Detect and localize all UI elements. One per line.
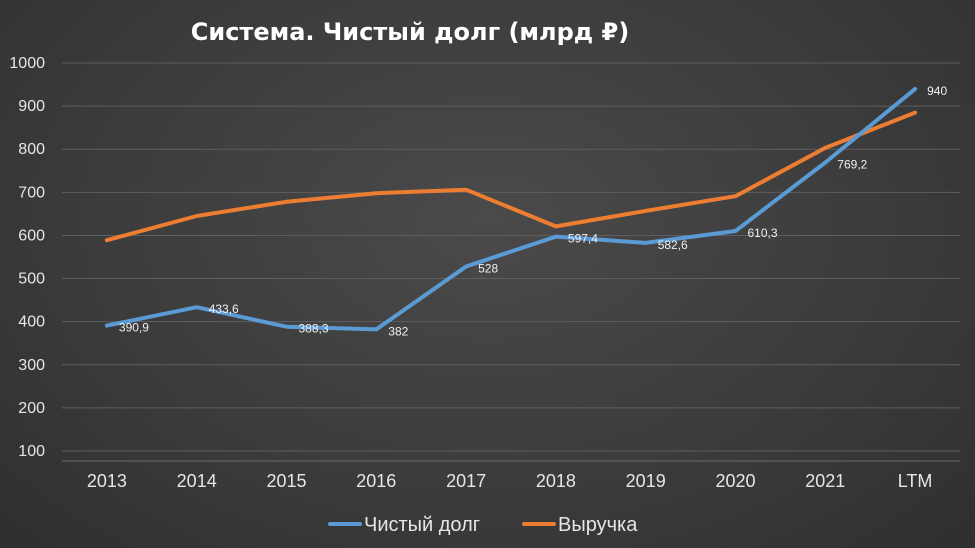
y-tick-label: 500 <box>18 271 45 288</box>
x-tick-label: 2020 <box>715 471 755 491</box>
x-tick-label: 2014 <box>177 471 217 491</box>
y-tick-label: 400 <box>18 314 45 331</box>
data-label: 433,6 <box>209 302 239 316</box>
x-tick-label: 2019 <box>626 471 666 491</box>
y-tick-label: 100 <box>18 443 45 460</box>
chart-title: Система. Чистый долг (млрд ₽) <box>191 18 629 46</box>
data-label: 940 <box>927 84 947 98</box>
data-label: 528 <box>478 261 498 275</box>
data-label: 388,3 <box>299 322 329 336</box>
x-tick-label: 2021 <box>805 471 845 491</box>
y-tick-label: 600 <box>18 227 45 244</box>
data-labels: 390,9 433,6 388,3 382 528 597,4 582,6 610,3 769,… <box>119 84 948 339</box>
series-lines <box>104 86 918 332</box>
y-tick-label: 800 <box>18 141 45 158</box>
x-tick-label: 2018 <box>536 471 576 491</box>
data-label: 769,2 <box>837 158 867 172</box>
y-tick-label: 300 <box>18 357 45 374</box>
legend: Чистый долг Выручка <box>328 514 638 536</box>
y-tick-label: 200 <box>18 400 45 417</box>
y-tick-label: 1000 <box>9 55 45 72</box>
legend-label: Чистый долг <box>364 514 480 536</box>
data-label: 382 <box>388 324 408 338</box>
x-tick-label: 2015 <box>266 471 306 491</box>
x-axis: 2013 2014 2015 2016 2017 2018 2019 2020 2021 LTM <box>87 471 933 491</box>
data-label: 610,3 <box>748 226 778 240</box>
x-tick-label: LTM <box>898 471 933 491</box>
series-line-0 <box>104 86 918 332</box>
y-axis: 100 200 300 400 500 600 700 800 900 1000 <box>9 55 45 460</box>
x-tick-label: 2017 <box>446 471 486 491</box>
x-tick-label: 2016 <box>356 471 396 491</box>
data-label: 390,9 <box>119 321 149 335</box>
gridlines <box>62 62 960 462</box>
data-label: 597,4 <box>568 232 598 246</box>
series-line-1 <box>104 110 918 243</box>
data-label: 582,6 <box>658 238 688 252</box>
y-tick-label: 700 <box>18 184 45 201</box>
x-tick-label: 2013 <box>87 471 127 491</box>
legend-label: Выручка <box>558 514 638 536</box>
y-tick-label: 900 <box>18 98 45 115</box>
